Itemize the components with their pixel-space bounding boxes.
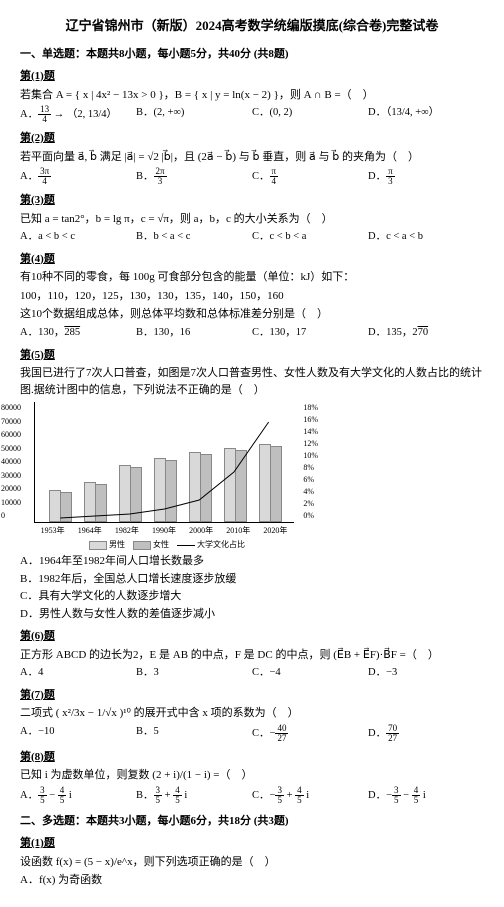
q1-B: B．(2, +∞) — [136, 105, 252, 124]
q3-B: B．b < a < c — [136, 229, 252, 245]
q1-C: C．(0, 2) — [252, 105, 368, 124]
q8-B: B．35 + 45 i — [136, 786, 252, 805]
q2-text: 若平面向量 a⃗, b⃗ 满足 |a⃗| = √2 |b⃗|，且 (2a⃗ − … — [20, 149, 484, 166]
q6-label: 第(6)题 — [20, 628, 484, 645]
y-right: 18% 16% 14% 12% 10% 8% 6% 4% 2% 0% — [303, 402, 318, 522]
q8-label: 第(8)题 — [20, 749, 484, 766]
q1-A: A．134 → （2, 13/4） — [20, 105, 136, 124]
q3-label: 第(3)题 — [20, 192, 484, 209]
q2-choices: A．3π4 B．2π3 C．π4 D．π3 — [20, 167, 484, 186]
q4-choices: A．130，285 B．130，16 C．130，17 D．135，270 — [20, 325, 484, 341]
q5-C: C．具有大学文化的人数逐步增大 — [20, 588, 484, 605]
q3-choices: A．a < b < c B．b < a < c C．c < b < a D．c … — [20, 229, 484, 245]
q7-text: 二项式 ( x²/3x − 1/√x )¹⁰ 的展开式中含 x 项的系数为（ ） — [20, 705, 484, 722]
m1-text: 设函数 f(x) = (5 − x)/e^x，则下列选项正确的是（ ） — [20, 854, 484, 871]
q2-A: A．3π4 — [20, 167, 136, 186]
q2-label: 第(2)题 — [20, 130, 484, 147]
m1-A: A．f(x) 为奇函数 — [20, 872, 484, 889]
q6-D: D．−3 — [368, 665, 484, 681]
q1-text: 若集合 A = { x | 4x² − 13x > 0 }，B = { x | … — [20, 87, 484, 104]
q8-D: D．−35 − 45 i — [368, 786, 484, 805]
q4-text3: 这10个数据组成总体，则总体平均数和总体标准差分别是（ ） — [20, 306, 484, 323]
y-left: 80000 70000 60000 50000 40000 30000 2000… — [1, 402, 21, 522]
chart-area: 80000 70000 60000 50000 40000 30000 2000… — [34, 402, 294, 523]
q5-text: 我国已进行了7次人口普查，如图是7次人口普查男性、女性人数及有大学文化的人数占比… — [20, 365, 484, 398]
q7-C: C．−4027 — [252, 724, 368, 743]
chart-legend: 男性 女性 大学文化占比 — [34, 539, 294, 551]
q7-B: B．5 — [136, 724, 252, 743]
q6-C: C．−4 — [252, 665, 368, 681]
q1-choices: A．134 → （2, 13/4） B．(2, +∞) C．(0, 2) D．（… — [20, 105, 484, 124]
legend-female-icon — [133, 541, 151, 550]
q2-B: B．2π3 — [136, 167, 252, 186]
q4-D: D．135，270 — [368, 325, 484, 341]
m1-label: 第(1)题 — [20, 835, 484, 852]
q4-A: A．130，285 — [20, 325, 136, 341]
q8-text: 已知 i 为虚数单位，则复数 (2 + i)/(1 − i) =（ ） — [20, 767, 484, 784]
legend-line-icon — [177, 545, 195, 546]
q7-choices: A．−10 B．5 C．−4027 D．7027 — [20, 724, 484, 743]
q5-D: D．男性人数与女性人数的差值逐步减小 — [20, 606, 484, 623]
q1-label: 第(1)题 — [20, 68, 484, 85]
q4-B: B．130，16 — [136, 325, 252, 341]
section2-head: 二、多选题：本题共3小题，每小题6分，共18分 (共3题) — [20, 813, 484, 830]
x-labels: 1953年 1964年 1982年 1990年 2000年 2010年 2020… — [34, 525, 294, 537]
q7-D: D．7027 — [368, 724, 484, 743]
trend-line — [35, 402, 294, 522]
q5-chart: 80000 70000 60000 50000 40000 30000 2000… — [34, 402, 294, 551]
q7-A: A．−10 — [20, 724, 136, 743]
q3-C: C．c < b < a — [252, 229, 368, 245]
q6-choices: A．4 B．3 C．−4 D．−3 — [20, 665, 484, 681]
q4-label: 第(4)题 — [20, 251, 484, 268]
q8-C: C．−35 + 45 i — [252, 786, 368, 805]
q2-D: D．π3 — [368, 167, 484, 186]
q5-A: A．1964年至1982年间人口增长数最多 — [20, 553, 484, 570]
q3-text: 已知 a = tan2°，b = lg π，c = √π，则 a，b，c 的大小… — [20, 211, 484, 228]
q4-text1: 有10种不同的零食，每 100g 可食部分包含的能量（单位：kJ）如下： — [20, 269, 484, 286]
q5-B: B．1982年后，全国总人口增长速度逐步放缓 — [20, 571, 484, 588]
q3-D: D．c < a < b — [368, 229, 484, 245]
q1-D: D．（13/4, +∞） — [368, 105, 484, 124]
q5-statements: A．1964年至1982年间人口增长数最多 B．1982年后，全国总人口增长速度… — [20, 553, 484, 622]
q7-label: 第(7)题 — [20, 687, 484, 704]
q6-A: A．4 — [20, 665, 136, 681]
section1-head: 一、单选题：本题共8小题，每小题5分，共40分 (共8题) — [20, 46, 484, 63]
q8-A: A．35 − 45 i — [20, 786, 136, 805]
q8-choices: A．35 − 45 i B．35 + 45 i C．−35 + 45 i D．−… — [20, 786, 484, 805]
legend-male-icon — [89, 541, 107, 550]
q3-A: A．a < b < c — [20, 229, 136, 245]
q5-label: 第(5)题 — [20, 347, 484, 364]
q2-C: C．π4 — [252, 167, 368, 186]
page-title: 辽宁省锦州市（新版）2024高考数学统编版摸底(综合卷)完整试卷 — [20, 16, 484, 36]
q4-text2: 100，110，120，125，130，130，135，140，150，160 — [20, 288, 484, 305]
q4-C: C．130，17 — [252, 325, 368, 341]
q6-text: 正方形 ABCD 的边长为2，E 是 AB 的中点，F 是 DC 的中点，则 (… — [20, 647, 484, 664]
q6-B: B．3 — [136, 665, 252, 681]
